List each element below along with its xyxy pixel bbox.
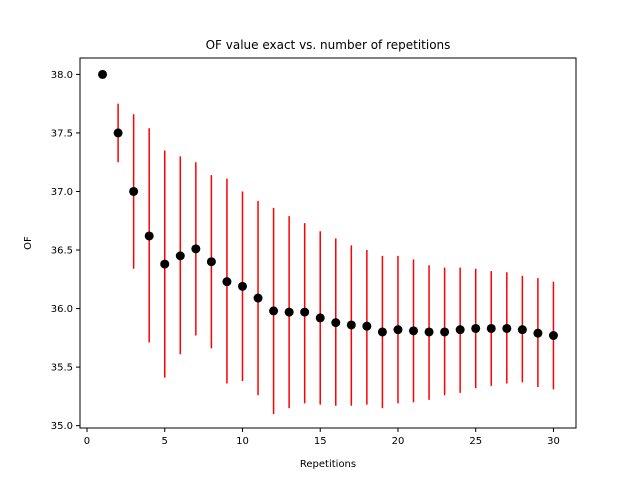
data-point — [191, 244, 201, 254]
axes-frame — [79, 57, 577, 429]
chart-title: OF value exact vs. number of repetitions — [206, 38, 451, 52]
data-point — [160, 259, 170, 269]
x-tick-label: 15 — [314, 436, 327, 447]
data-point — [129, 186, 139, 196]
y-axis: 35.0 35.5 36.0 36.5 37.0 37.5 38.0 — [51, 70, 80, 432]
data-point — [175, 251, 185, 261]
x-axis-label: Repetitions — [300, 459, 356, 470]
y-tick-label: 36.5 — [51, 246, 73, 257]
y-tick-label: 35.5 — [51, 363, 73, 374]
data-point — [393, 325, 403, 335]
x-tick-label: 5 — [162, 436, 168, 447]
data-point — [331, 318, 341, 328]
data-point — [471, 323, 481, 333]
data-point — [548, 331, 558, 340]
y-tick-label: 38.0 — [51, 70, 73, 81]
data-point — [222, 277, 232, 287]
data-point — [455, 325, 465, 335]
x-tick-label: 0 — [84, 436, 90, 447]
data-point — [206, 257, 216, 267]
data-point — [377, 327, 387, 337]
data-point — [362, 321, 372, 331]
data-point — [113, 128, 123, 138]
data-point — [346, 320, 356, 330]
data-point — [269, 306, 279, 316]
y-tick-label: 37.5 — [51, 128, 73, 139]
data-point — [253, 293, 263, 303]
x-tick-label: 20 — [392, 436, 405, 447]
data-point — [502, 323, 512, 333]
data-point — [98, 69, 108, 79]
y-tick-label: 36.0 — [51, 304, 73, 315]
x-tick-label: 10 — [236, 436, 249, 447]
x-axis: 0 5 10 15 20 25 30 — [84, 428, 560, 447]
data-point — [424, 327, 434, 337]
x-tick-label: 30 — [547, 436, 560, 447]
data-point — [409, 326, 419, 336]
y-tick-label: 35.0 — [51, 421, 73, 432]
data-point — [533, 328, 543, 338]
data-point — [144, 231, 154, 241]
data-point — [440, 327, 450, 337]
data-point — [517, 325, 527, 335]
y-axis-label: OF — [23, 236, 34, 250]
data-point — [315, 313, 325, 323]
data-point — [486, 323, 496, 333]
data-point — [300, 307, 310, 317]
x-tick-label: 25 — [469, 436, 482, 447]
y-tick-label: 37.0 — [51, 187, 73, 198]
plot-area — [98, 69, 558, 414]
data-point — [237, 281, 247, 291]
data-point — [284, 307, 294, 317]
